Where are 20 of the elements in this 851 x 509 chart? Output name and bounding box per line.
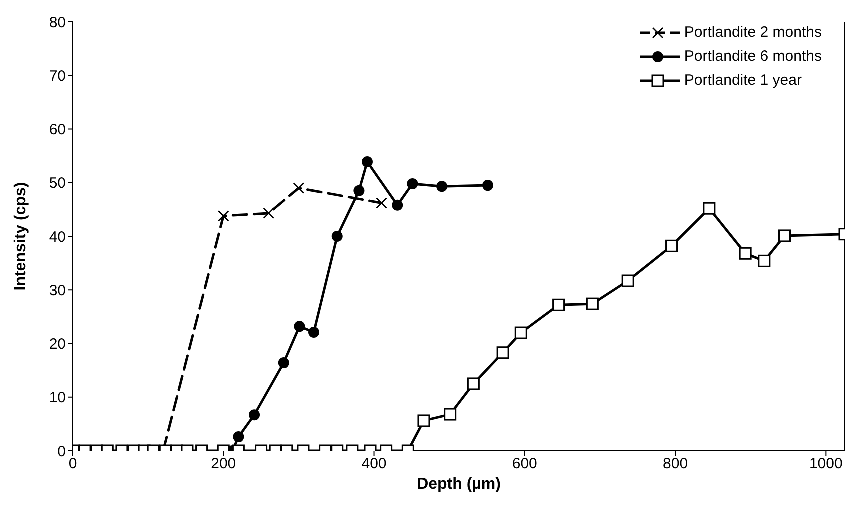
y-tick-label: 20 [49, 336, 66, 354]
y-tick-label: 80 [49, 14, 66, 32]
y-tick-label: 30 [49, 282, 66, 300]
y-tick-label: 60 [49, 122, 66, 139]
x-tick-label: 400 [362, 456, 387, 473]
y-tick-label: 50 [49, 175, 66, 192]
legend-label: Portlandite 2 months [684, 24, 822, 41]
x-tick-label: 800 [663, 456, 688, 473]
legend-label: Portlandite 1 year [684, 72, 802, 89]
y-tick-label: 0 [58, 443, 66, 460]
y-tick-label: 40 [49, 228, 66, 246]
x-tick-label: 200 [211, 456, 236, 473]
y-axis-title: Intensity (cps) [12, 182, 30, 291]
x-tick-label: 1000 [809, 456, 843, 473]
x-tick-label: 600 [512, 456, 538, 473]
x-tick-label: 0 [68, 456, 78, 473]
y-tick-label: 10 [49, 390, 66, 407]
legend-label: Portlandite 6 months [684, 48, 822, 65]
y-tick-label: 70 [49, 68, 66, 85]
x-axis-title: Depth (µm) [417, 476, 501, 493]
